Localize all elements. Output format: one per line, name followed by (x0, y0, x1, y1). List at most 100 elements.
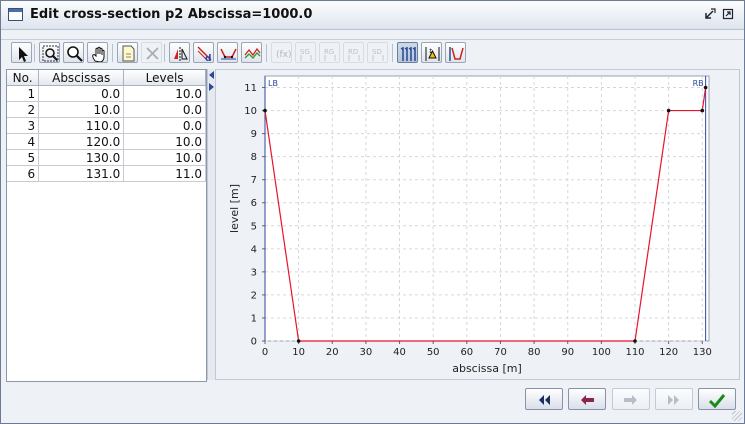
navigation-bar (1, 382, 744, 423)
x-tick-label: 40 (393, 347, 406, 358)
row-level[interactable]: 11.0 (123, 165, 206, 182)
zoom-box-icon (42, 45, 59, 62)
table-row[interactable]: 3 110.0 0.0 (7, 117, 206, 134)
level-tool[interactable]: ↕ (421, 42, 442, 63)
cross-section-line[interactable] (264, 87, 707, 342)
header-no[interactable]: No. (7, 70, 40, 86)
header-abscissas[interactable]: Abscissas (38, 70, 125, 86)
cross-section-chart[interactable]: 0 10 20 30 40 50 60 70 80 90 100 110 120 130 0 1 2 3 4 5 6 7 8… (216, 70, 739, 379)
sg-tool[interactable]: SG (295, 42, 316, 63)
row-level[interactable]: 10.0 (123, 149, 206, 166)
toolbar-separator (392, 44, 393, 62)
plot-area[interactable] (264, 75, 710, 342)
next-button[interactable] (612, 388, 650, 410)
row-abscissa[interactable]: 131.0 (38, 165, 125, 182)
svg-text:RG: RG (324, 48, 334, 56)
resize-grip[interactable] (732, 411, 742, 421)
row-level[interactable]: 0.0 (123, 101, 206, 118)
x-tick-label: 90 (561, 347, 574, 358)
y-tick-label: 6 (251, 198, 257, 209)
x-tick-label: 0 (262, 347, 268, 358)
x-tick-label: 30 (360, 347, 373, 358)
zoom-box-tool[interactable] (39, 42, 60, 63)
maximize-icon[interactable] (721, 7, 735, 21)
data-point[interactable] (703, 85, 708, 90)
double-right-arrow-icon (668, 395, 679, 405)
row-abscissa[interactable]: 130.0 (38, 149, 125, 166)
select-tool[interactable] (11, 42, 32, 63)
row-abscissa[interactable]: 110.0 (38, 117, 125, 134)
table-row[interactable]: 2 10.0 0.0 (7, 101, 206, 118)
previous-button[interactable] (568, 388, 606, 410)
toolbar: d (fx) SG RG RD SD ↕ (1, 40, 744, 68)
new-point-tool[interactable] (117, 42, 138, 63)
row-no: 5 (7, 149, 40, 166)
data-point[interactable] (666, 108, 671, 113)
row-level[interactable]: 10.0 (123, 85, 206, 102)
row-no: 2 (7, 101, 40, 118)
rg-icon: RG (324, 48, 336, 61)
zoom-tool[interactable] (63, 42, 84, 63)
bank-marker-label-rb: RB (693, 79, 704, 88)
data-point[interactable] (263, 108, 267, 113)
data-point[interactable] (700, 108, 705, 113)
checkmark-icon (708, 394, 726, 408)
table-row[interactable]: 5 130.0 10.0 (7, 149, 206, 166)
svg-text:(fx): (fx) (276, 50, 291, 60)
row-level[interactable]: 10.0 (123, 133, 206, 150)
table-row[interactable]: 4 120.0 10.0 (7, 133, 206, 150)
row-abscissa[interactable]: 0.0 (38, 85, 125, 102)
shift-x-tool[interactable]: d (193, 42, 214, 63)
y-tick-label: 3 (251, 267, 257, 278)
compare-tool[interactable] (241, 42, 262, 63)
y-tick-label: 1 (251, 313, 257, 324)
toolbar-separator (112, 44, 113, 62)
right-arrow-icon (624, 395, 637, 405)
x-tick-label: 120 (659, 347, 678, 358)
vertical-markers-icon (400, 47, 416, 61)
header-levels[interactable]: Levels (123, 70, 206, 86)
data-point[interactable] (296, 339, 301, 343)
level-icon: ↕ (425, 47, 440, 61)
magnifier-icon (67, 46, 83, 62)
collapse-left-icon[interactable] (209, 71, 214, 79)
x-tick-label: 70 (494, 347, 507, 358)
mirror-tool[interactable] (169, 42, 190, 63)
vertical-markers-tool[interactable] (397, 42, 418, 63)
profile-tool[interactable] (217, 42, 238, 63)
title-bar[interactable]: Edit cross-section p2 Abscissa=1000.0 (1, 1, 744, 30)
table-row[interactable]: 6 131.0 11.0 (7, 165, 206, 182)
points-table-panel: No. Abscissas Levels 1 0.0 10.0 2 10.0 0… (6, 69, 207, 382)
sd-tool[interactable]: SD (367, 42, 388, 63)
row-level[interactable]: 0.0 (123, 117, 206, 134)
x-tick-label: 130 (693, 347, 712, 358)
rd-tool[interactable]: RD (343, 42, 364, 63)
x-tick-label: 110 (625, 347, 644, 358)
y-tick-label: 11 (244, 83, 257, 94)
y-tick-label: 2 (251, 290, 257, 301)
last-button[interactable] (655, 388, 693, 410)
points-table[interactable]: No. Abscissas Levels 1 0.0 10.0 2 10.0 0… (7, 70, 206, 182)
delete-point-tool[interactable] (141, 42, 162, 63)
left-arrow-icon (581, 395, 594, 405)
first-button[interactable] (525, 388, 563, 410)
ok-button[interactable] (698, 388, 736, 410)
y-tick-label: 8 (251, 152, 257, 163)
fx-tool[interactable]: (fx) (271, 42, 292, 63)
menu-strip (1, 30, 744, 40)
panel-splitter[interactable] (207, 69, 215, 380)
bank-tool[interactable] (445, 42, 466, 63)
expand-right-icon[interactable] (209, 83, 214, 91)
rg-tool[interactable]: RG (319, 42, 340, 63)
window-title: Edit cross-section p2 Abscissa=1000.0 (30, 7, 313, 22)
double-left-arrow-icon (539, 395, 550, 405)
pan-tool[interactable] (87, 42, 108, 63)
toolbar-separator (164, 44, 165, 62)
minimize-icon[interactable] (703, 7, 717, 21)
data-point[interactable] (633, 339, 637, 343)
row-abscissa[interactable]: 120.0 (38, 133, 125, 150)
table-row[interactable]: 1 0.0 10.0 (7, 85, 206, 102)
profile-icon (220, 48, 237, 60)
row-abscissa[interactable]: 10.0 (38, 101, 125, 118)
